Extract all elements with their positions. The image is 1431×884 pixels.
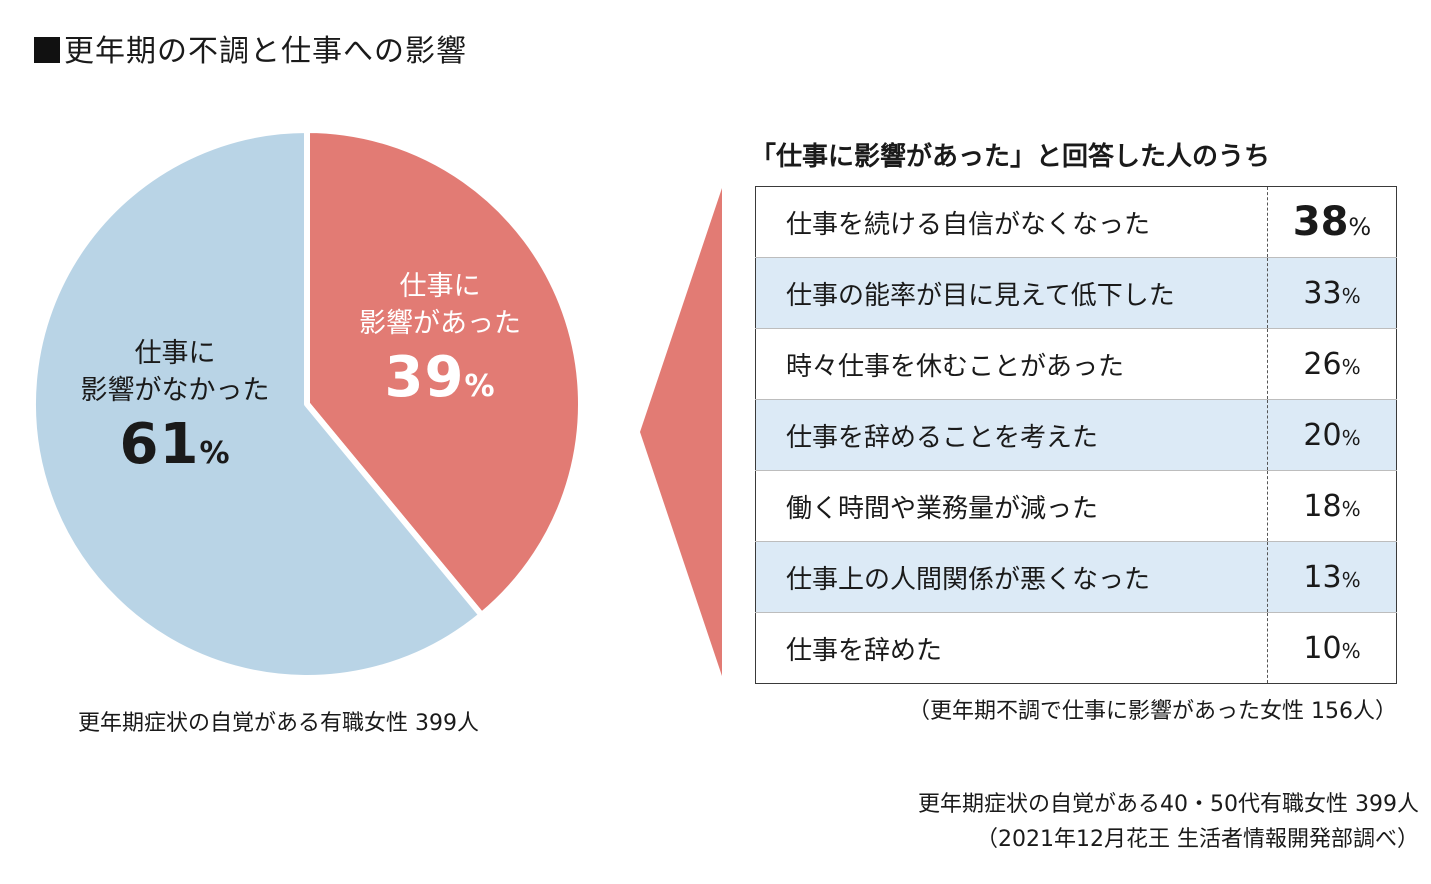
pie-label-affected: 仕事に 影響があった 39% <box>330 268 550 413</box>
table-row: 働く時間や業務量が減った 18% <box>755 470 1397 542</box>
table-sample-note: （更年期不調で仕事に影響があった女性 156人） <box>908 699 1397 724</box>
table-row: 仕事を辞めることを考えた 20% <box>755 399 1397 471</box>
pie-label-not-affected-line1: 仕事に <box>134 338 216 369</box>
pie-slice-not-affected <box>30 127 485 681</box>
table-row-value-cell: 13% <box>1267 541 1397 613</box>
pie-label-affected-line2: 影響があった <box>359 308 521 340</box>
table-row-unit: % <box>1341 638 1361 663</box>
table-row-value: 10 <box>1303 630 1342 666</box>
page-title: 更年期の不調と仕事への影響 <box>34 26 467 70</box>
source-note: 更年期症状の自覚がある40・50代有職女性 399人 （2021年12月花王 生… <box>918 787 1419 857</box>
table-row-value-cell: 18% <box>1267 470 1397 542</box>
pie-label-not-affected: 仕事に 影響がなかった 61% <box>50 335 300 480</box>
table-row-value-cell: 33% <box>1267 257 1397 329</box>
table-row-item: 仕事を続ける自信がなくなった <box>786 209 1151 240</box>
table-row-value-cell: 10% <box>1267 612 1397 684</box>
table-row-value: 38 <box>1292 199 1349 245</box>
table-row-item: 仕事上の人間関係が悪くなった <box>755 541 1268 613</box>
table-row-value: 13 <box>1303 559 1342 595</box>
pie-label-affected-line1: 仕事に <box>399 271 481 302</box>
table-row-value: 33 <box>1303 275 1342 311</box>
table-row-value-cell: 38% <box>1267 186 1397 258</box>
callout-wedge <box>640 188 722 676</box>
table-row-unit: % <box>1341 354 1361 379</box>
square-bullet-icon <box>34 37 60 63</box>
pie-value-affected: 39 <box>384 344 465 410</box>
table-row-item: 仕事を辞めることを考えた <box>755 399 1268 471</box>
pie-label-not-affected-line2: 影響がなかった <box>80 375 270 407</box>
source-line-1: 更年期症状の自覚がある40・50代有職女性 399人 <box>918 792 1419 817</box>
table-row-value: 26 <box>1303 346 1342 382</box>
table-row-value-cell: 20% <box>1267 399 1397 471</box>
table-row-unit: % <box>1348 213 1372 241</box>
pie-unit-not-affected: % <box>199 435 231 471</box>
table-row-item: 仕事を辞めた <box>755 612 1268 684</box>
table-row-unit: % <box>1341 425 1361 450</box>
title-text: 更年期の不調と仕事への影響 <box>64 34 467 69</box>
table-row-item: 時々仕事を休むことがあった <box>755 328 1268 400</box>
table-row-item: 働く時間や業務量が減った <box>755 470 1268 542</box>
pie-unit-affected: % <box>464 368 496 404</box>
pie-value-not-affected: 61 <box>119 411 200 477</box>
table-row-value: 20 <box>1303 417 1342 453</box>
table-row-value-cell: 26% <box>1267 328 1397 400</box>
table-row: 仕事を続ける自信がなくなった 38% <box>756 186 1397 258</box>
table-row-value: 18 <box>1303 488 1342 524</box>
pie-sample-note: 更年期症状の自覚がある有職女性 399人 <box>78 711 479 736</box>
table-row: 仕事上の人間関係が悪くなった 13% <box>755 541 1397 613</box>
source-line-2: （2021年12月花王 生活者情報開発部調べ） <box>976 827 1419 853</box>
table-row: 時々仕事を休むことがあった 26% <box>755 328 1397 400</box>
table-row-unit: % <box>1341 496 1361 521</box>
pie-slice-affected <box>304 127 584 619</box>
effects-table: 仕事を続ける自信がなくなった 38% 仕事の能率が目に見えて低下した 33% 時々仕事を… <box>755 186 1397 684</box>
table-row-unit: % <box>1341 567 1361 592</box>
table-row-item: 仕事の能率が目に見えて低下した <box>755 257 1268 329</box>
table-row: 仕事の能率が目に見えて低下した 33% <box>755 257 1397 329</box>
table-row-unit: % <box>1341 283 1361 308</box>
table-row: 仕事を辞めた 10% <box>755 612 1397 684</box>
table-title: 「仕事に影響があった」と回答した人のうち <box>750 142 1271 172</box>
